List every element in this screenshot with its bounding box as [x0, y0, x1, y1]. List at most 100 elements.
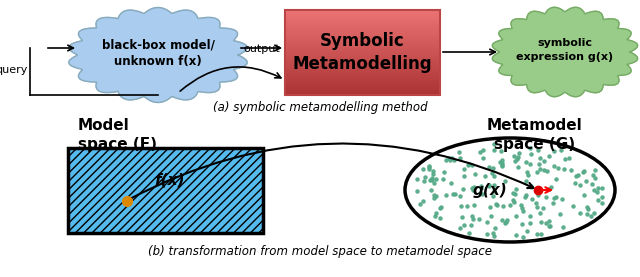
Text: f(x): f(x): [154, 173, 185, 188]
Point: [582, 212, 592, 217]
Point: [497, 217, 507, 222]
Point: [575, 211, 585, 215]
Point: [438, 177, 449, 181]
Point: [497, 161, 507, 166]
Bar: [285, 10, 440, 95]
Point: [521, 193, 531, 197]
Point: [489, 183, 499, 188]
Point: [593, 186, 603, 190]
Point: [424, 164, 434, 168]
Point: [431, 211, 441, 216]
Point: [591, 190, 602, 194]
Point: [476, 184, 486, 188]
Point: [490, 174, 500, 178]
Point: [516, 205, 527, 210]
Point: [436, 204, 446, 209]
Point: [535, 156, 545, 160]
Point: [427, 176, 437, 180]
Point: [463, 162, 474, 166]
Point: [532, 170, 542, 175]
Point: [522, 229, 532, 234]
Point: [597, 195, 607, 199]
Text: output: output: [243, 44, 280, 54]
Point: [560, 157, 570, 161]
Point: [544, 153, 554, 158]
Point: [588, 173, 598, 177]
Point: [474, 191, 484, 195]
Point: [497, 163, 507, 168]
Point: [508, 154, 518, 158]
Polygon shape: [69, 7, 247, 102]
Point: [418, 167, 428, 171]
Point: [489, 189, 499, 193]
Point: [581, 205, 591, 210]
Point: [512, 157, 522, 161]
Text: query: query: [0, 65, 28, 75]
Point: [534, 162, 544, 166]
Text: Metamodel
space (G): Metamodel space (G): [487, 118, 583, 152]
Point: [520, 160, 531, 165]
Point: [525, 214, 535, 218]
Point: [499, 220, 509, 225]
Polygon shape: [492, 7, 637, 97]
Point: [513, 165, 523, 169]
Point: [454, 194, 465, 198]
Point: [475, 150, 485, 154]
Point: [429, 196, 440, 201]
Point: [424, 166, 435, 171]
Text: symbolic
expression g(x): symbolic expression g(x): [516, 39, 614, 61]
Point: [428, 169, 438, 173]
Point: [497, 164, 507, 168]
Point: [468, 216, 478, 221]
Point: [463, 163, 474, 168]
Point: [461, 203, 472, 208]
Point: [535, 167, 545, 172]
Point: [412, 177, 422, 181]
Point: [522, 170, 532, 174]
Text: Model
space (F): Model space (F): [78, 118, 157, 152]
Point: [543, 219, 554, 223]
Point: [412, 188, 422, 193]
Text: Symbolic
Metamodelling: Symbolic Metamodelling: [292, 32, 432, 73]
Point: [556, 148, 566, 152]
Point: [573, 173, 583, 177]
Point: [548, 201, 558, 206]
Point: [511, 233, 521, 237]
Point: [525, 161, 535, 166]
Point: [540, 159, 550, 163]
Point: [579, 193, 589, 197]
Point: [492, 203, 502, 207]
Point: [457, 214, 467, 219]
Point: [419, 179, 429, 184]
Point: [497, 158, 507, 162]
Point: [455, 225, 465, 230]
Point: [468, 202, 479, 207]
Point: [491, 202, 501, 206]
Point: [564, 155, 575, 160]
Point: [490, 225, 500, 230]
Point: [474, 217, 484, 221]
Point: [514, 151, 524, 156]
Point: [541, 169, 552, 173]
Point: [490, 234, 500, 238]
Point: [427, 178, 437, 182]
Point: [532, 232, 542, 237]
Point: [526, 184, 536, 189]
Point: [582, 207, 593, 211]
Point: [541, 221, 551, 225]
Point: [467, 163, 477, 167]
Point: [535, 211, 545, 215]
Point: [464, 230, 474, 235]
Point: [420, 175, 430, 179]
Point: [578, 170, 588, 175]
Point: [579, 169, 589, 173]
Point: [543, 224, 554, 228]
Point: [552, 165, 563, 170]
Point: [488, 194, 498, 198]
Point: [547, 184, 557, 189]
Point: [484, 184, 495, 188]
Point: [566, 168, 576, 173]
Point: [478, 148, 488, 152]
Point: [510, 191, 520, 196]
Point: [467, 213, 477, 218]
